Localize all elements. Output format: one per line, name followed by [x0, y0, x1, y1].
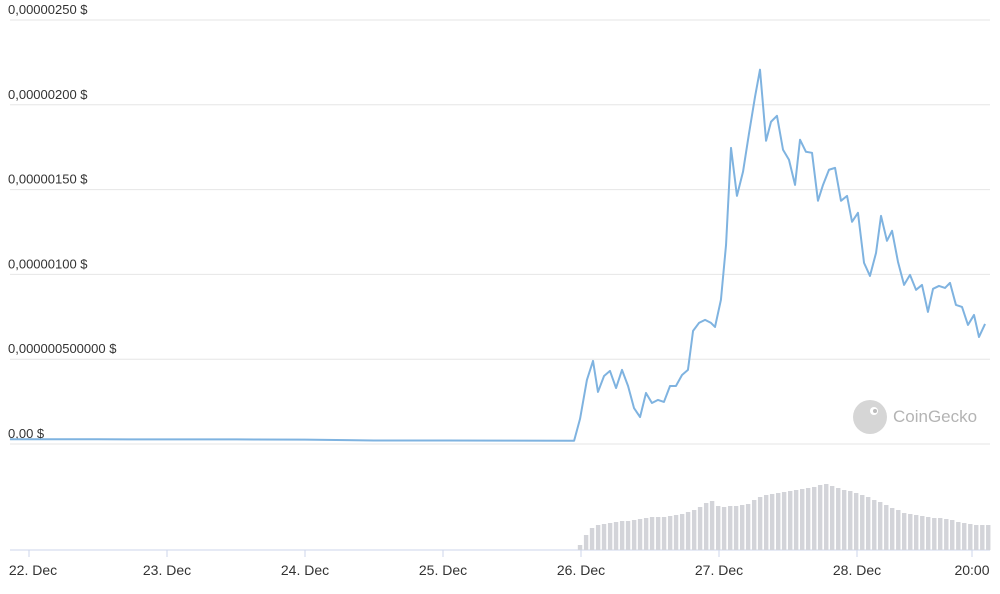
x-tick-label: 22. Dec [9, 562, 57, 578]
volume-bar [889, 508, 895, 550]
volume-bar [950, 520, 955, 550]
volume-bar [697, 507, 703, 550]
volume-bar [841, 490, 847, 550]
x-tick-label: 23. Dec [143, 562, 191, 578]
volume-bar [968, 524, 973, 550]
volume-bar [884, 505, 889, 550]
volume-bar [709, 501, 715, 550]
volume-bar [781, 492, 787, 550]
volume-bar [649, 517, 655, 550]
volume-bar [926, 517, 931, 550]
volume-bar [865, 497, 871, 550]
volume-bar [739, 505, 745, 550]
volume-bar [938, 518, 943, 550]
volume-bar [901, 513, 907, 550]
volume-bar [872, 500, 877, 550]
volume-bar [896, 510, 901, 550]
volume-bar [607, 523, 613, 550]
x-tick-label: 24. Dec [281, 562, 329, 578]
x-tick-label: 26. Dec [557, 562, 605, 578]
watermark: CoinGecko [893, 407, 977, 426]
y-tick-label: 0,00000100 $ [8, 256, 88, 271]
volume-bar [601, 524, 607, 550]
volume-bar [577, 545, 583, 550]
volume-bar [583, 535, 589, 550]
volume-bar [877, 502, 883, 550]
volume-bar [715, 506, 721, 550]
volume-bar [986, 525, 991, 550]
volume-bar [661, 517, 667, 550]
volume-bar [733, 506, 739, 550]
volume-bar [589, 528, 595, 550]
volume-bar [788, 491, 793, 550]
volume-bar [625, 521, 631, 550]
volume-bar [980, 525, 985, 550]
volume-bar [673, 515, 679, 550]
volume-bar [745, 504, 751, 550]
x-tick-label: 28. Dec [833, 562, 881, 578]
volume-bar [727, 506, 733, 550]
volume-bar [721, 507, 727, 550]
volume-bar [631, 520, 637, 550]
volume-bar [824, 484, 829, 550]
volume-bar [956, 522, 961, 550]
volume-bar [944, 519, 949, 550]
volume-bar [763, 495, 769, 550]
volume-bar [637, 519, 643, 550]
x-tick-label: 25. Dec [419, 562, 467, 578]
volume-bar [751, 500, 757, 550]
volume-bar [691, 510, 697, 550]
volume-bar [679, 514, 685, 550]
volume-bar [908, 514, 913, 550]
volume-bar [703, 503, 709, 550]
volume-bar [974, 525, 979, 550]
y-tick-label: 0,00000200 $ [8, 87, 88, 102]
volume-bar [853, 493, 859, 550]
volume-bar [800, 489, 805, 550]
volume-bar [757, 497, 763, 550]
y-tick-label: 0,000000500000 $ [8, 341, 117, 356]
volume-bar [812, 487, 817, 550]
price-line [9, 68, 986, 442]
volume-bar [667, 516, 673, 550]
volume-bar [805, 488, 811, 550]
volume-bar [962, 523, 967, 550]
volume-bar [860, 495, 865, 550]
volume-bar [932, 518, 937, 550]
volume-bar [643, 518, 649, 550]
volume-bar [817, 485, 823, 550]
y-tick-label: 0,00 $ [8, 426, 45, 441]
watermark-logo [853, 400, 887, 434]
y-tick-label: 0,00000150 $ [8, 172, 88, 187]
volume-bar [920, 516, 925, 550]
y-tick-label: 0,00000250 $ [8, 2, 88, 17]
volume-bar [619, 521, 625, 550]
volume-bar [914, 515, 919, 550]
volume-bar [776, 493, 781, 550]
volume-bar [655, 517, 661, 550]
volume-bar [836, 488, 841, 550]
x-tick-label: 20:00 [954, 562, 989, 578]
volume-bar [685, 512, 691, 550]
volume-bar [848, 491, 853, 550]
x-tick-label: 27. Dec [695, 562, 743, 578]
volume-bar [829, 486, 835, 550]
volume-bar [793, 490, 799, 550]
volume-bar [595, 525, 601, 550]
volume-bar [769, 494, 775, 550]
volume-bar [613, 522, 619, 550]
